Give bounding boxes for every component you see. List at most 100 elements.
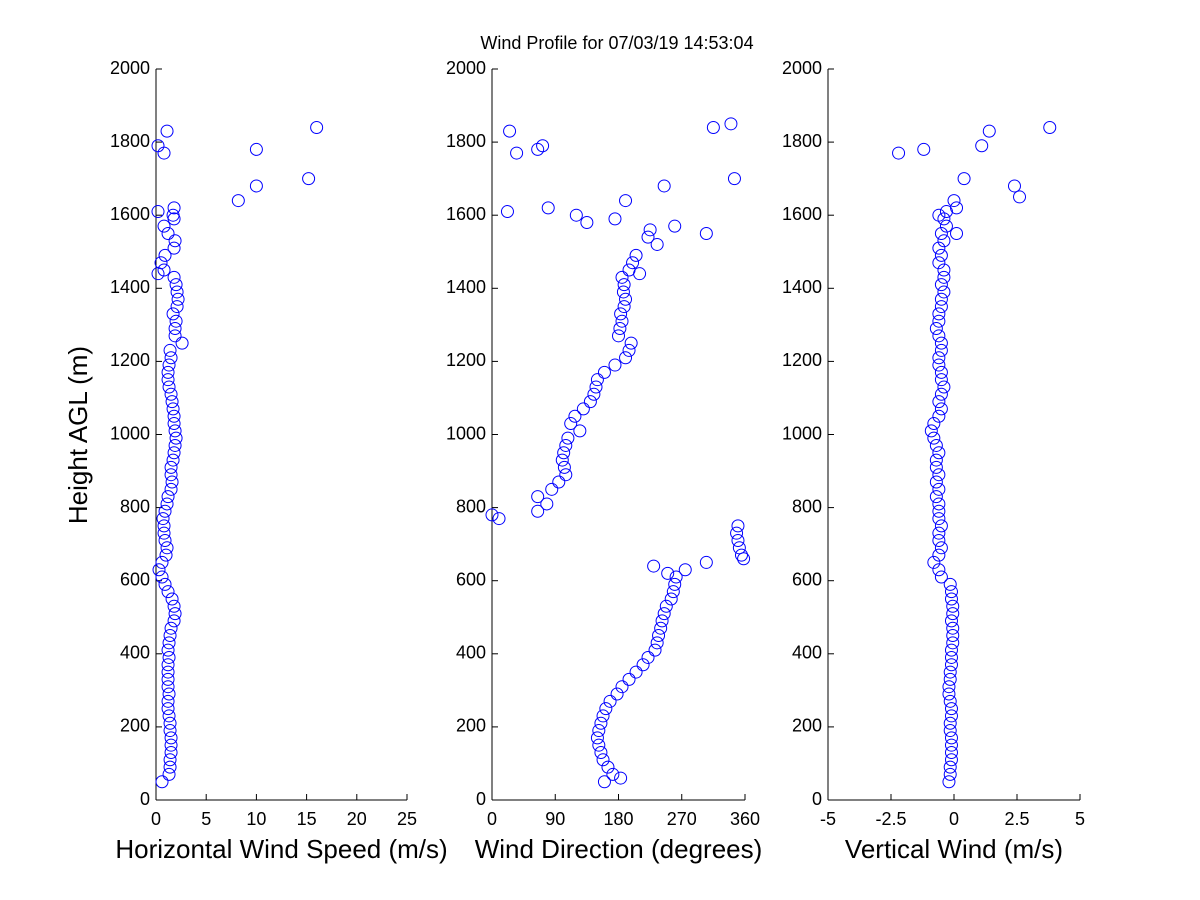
- data-point: [161, 680, 175, 694]
- data-point: [626, 256, 640, 270]
- data-point: [932, 329, 946, 343]
- data-point: [162, 636, 176, 650]
- data-point: [536, 139, 550, 153]
- data-point: [648, 643, 662, 657]
- data-point: [606, 767, 620, 781]
- y-tick-label: 0: [812, 789, 822, 809]
- data-point: [650, 636, 664, 650]
- data-point: [699, 226, 713, 240]
- data-point: [165, 395, 179, 409]
- data-point: [892, 146, 906, 160]
- data-point: [1007, 179, 1021, 193]
- data-point: [619, 292, 633, 306]
- data-point: [614, 307, 628, 321]
- data-point: [164, 387, 178, 401]
- data-point: [944, 745, 958, 759]
- data-point: [943, 716, 957, 730]
- data-point: [937, 234, 951, 248]
- data-point: [573, 424, 587, 438]
- data-point: [944, 738, 958, 752]
- data-point: [934, 570, 948, 584]
- data-point: [594, 716, 608, 730]
- data-point: [944, 592, 958, 606]
- x-tick-label: 15: [297, 809, 317, 829]
- y-tick-label: 400: [120, 643, 150, 663]
- data-point: [164, 482, 178, 496]
- data-point: [944, 585, 958, 599]
- y-tick-label: 1800: [782, 131, 822, 151]
- y-tick-label: 1000: [782, 423, 822, 443]
- data-point: [167, 614, 181, 628]
- data-point: [934, 226, 948, 240]
- data-point: [937, 270, 951, 284]
- data-point: [162, 767, 176, 781]
- data-point: [944, 731, 958, 745]
- data-point: [934, 365, 948, 379]
- data-point: [937, 263, 951, 277]
- data-point: [619, 351, 633, 365]
- data-point: [932, 482, 946, 496]
- data-point: [643, 223, 657, 237]
- data-point: [583, 395, 597, 409]
- data-point: [587, 387, 601, 401]
- data-point: [175, 336, 189, 350]
- data-point: [158, 504, 172, 518]
- data-point: [576, 402, 590, 416]
- data-point: [163, 724, 177, 738]
- y-tick-label: 200: [120, 716, 150, 736]
- data-point: [650, 237, 664, 251]
- data-point: [596, 753, 610, 767]
- data-point: [932, 358, 946, 372]
- data-point: [615, 314, 629, 328]
- y-tick-label: 1800: [446, 131, 486, 151]
- data-point: [167, 417, 181, 431]
- x-tick-label: 0: [487, 809, 497, 829]
- data-point: [568, 409, 582, 423]
- data-point: [510, 146, 524, 160]
- data-point: [157, 526, 171, 540]
- data-point: [161, 365, 175, 379]
- data-point: [163, 753, 177, 767]
- data-point: [164, 731, 178, 745]
- data-point: [157, 519, 171, 533]
- data-point: [169, 278, 183, 292]
- data-point: [946, 599, 960, 613]
- data-point: [975, 139, 989, 153]
- data-point: [944, 753, 958, 767]
- data-point: [932, 241, 946, 255]
- data-point: [957, 172, 971, 186]
- data-point: [629, 665, 643, 679]
- data-point: [668, 219, 682, 233]
- data-point: [661, 566, 675, 580]
- data-point: [929, 460, 943, 474]
- data-point: [932, 533, 946, 547]
- data-point: [612, 329, 625, 343]
- data-point: [608, 358, 622, 372]
- data-point: [932, 256, 946, 270]
- data-point: [934, 541, 948, 555]
- chart-title: Wind Profile for 07/03/19 14:53:04: [480, 33, 753, 53]
- data-point: [624, 336, 638, 350]
- data-point: [934, 300, 948, 314]
- x-tick-label: -5: [820, 809, 836, 829]
- data-point: [531, 504, 545, 518]
- y-tick-label: 2000: [110, 58, 150, 78]
- data-point: [641, 650, 655, 664]
- data-point: [934, 402, 948, 416]
- x-tick-label: 90: [545, 809, 565, 829]
- data-point: [151, 205, 165, 219]
- data-point: [946, 629, 960, 643]
- x-axis-label: Horizontal Wind Speed (m/s): [115, 834, 447, 864]
- data-point: [929, 490, 943, 504]
- data-point: [161, 658, 175, 672]
- data-point: [939, 205, 953, 219]
- data-point: [541, 201, 555, 215]
- data-point: [654, 621, 668, 635]
- data-point: [167, 270, 181, 284]
- x-tick-label: 5: [1075, 809, 1085, 829]
- y-tick-label: 1000: [446, 423, 486, 443]
- y-tick-label: 800: [792, 496, 822, 516]
- data-point: [596, 709, 610, 723]
- data-point: [629, 248, 643, 262]
- data-point: [932, 504, 946, 518]
